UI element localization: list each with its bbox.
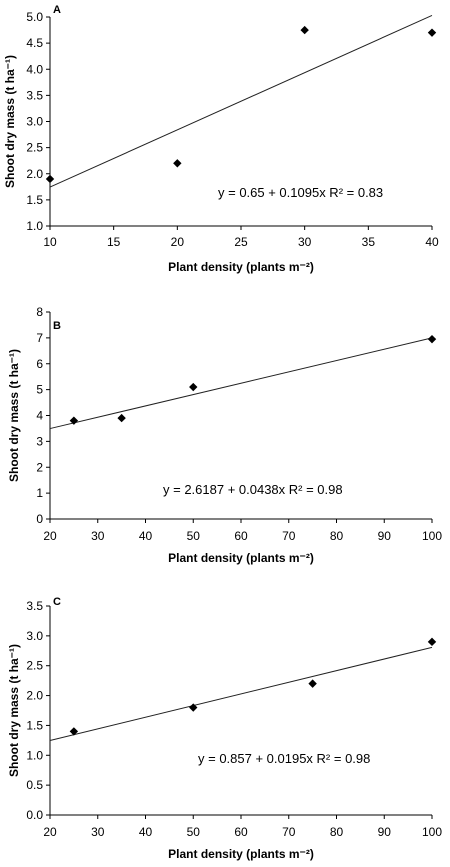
x-tick-label: 30 xyxy=(298,235,312,249)
panel-label: C xyxy=(53,596,61,608)
y-tick-label: 5 xyxy=(36,383,43,397)
x-tick-label: 35 xyxy=(362,235,376,249)
panel-label: B xyxy=(53,320,61,332)
x-tick-label: 70 xyxy=(282,825,296,839)
x-axis-title: Plant density (plants m⁻²) xyxy=(168,551,314,565)
x-tick-label: 30 xyxy=(91,825,105,839)
chart-panel-c: 0.0 0.5 1.0 1.5 2.0 2.5 3.0 3.5 20 30 40 50 60 70 80 90… xyxy=(7,596,442,861)
y-tick-label: 3.0 xyxy=(26,629,43,643)
data-point xyxy=(69,416,79,425)
regression-equation: y = 2.6187 + 0.0438x R² = 0.98 xyxy=(163,482,343,497)
y-tick-label: 4.0 xyxy=(26,62,43,76)
x-tick-label: 20 xyxy=(43,825,57,839)
x-axis-title: Plant density (plants m⁻²) xyxy=(168,847,314,861)
data-point xyxy=(189,382,198,392)
y-axis-title: Shoot dry mass (t ha⁻¹) xyxy=(7,644,21,777)
y-tick-label: 3 xyxy=(36,434,43,448)
y-tick-label: 7 xyxy=(36,331,43,345)
x-tick-label: 20 xyxy=(43,529,57,543)
x-axis-title: Plant density (plants m⁻²) xyxy=(168,260,314,274)
data-point xyxy=(427,637,437,647)
x-tick-label: 90 xyxy=(378,825,392,839)
y-tick-label: 2.5 xyxy=(26,659,43,673)
data-point xyxy=(189,703,198,712)
x-tick-label: 50 xyxy=(187,529,201,543)
y-tick-label: 3.5 xyxy=(26,88,43,102)
x-tick-label: 15 xyxy=(107,235,121,249)
x-tick-label: 40 xyxy=(425,235,439,249)
data-point xyxy=(45,174,55,184)
y-axis-title: Shoot dry mass (t ha⁻¹) xyxy=(3,55,17,188)
y-tick-label: 2.5 xyxy=(26,141,43,155)
x-tick-label: 50 xyxy=(187,825,201,839)
y-tick-label: 1.5 xyxy=(26,718,43,732)
y-tick-label: 3.5 xyxy=(26,599,43,613)
y-tick-label: 6 xyxy=(36,357,43,371)
y-tick-label: 5.0 xyxy=(26,10,43,24)
x-tick-label: 60 xyxy=(234,825,248,839)
x-tick-label: 80 xyxy=(330,529,344,543)
data-point xyxy=(300,25,309,35)
y-tick-label: 3.0 xyxy=(26,115,43,129)
x-tick-label: 20 xyxy=(171,235,185,249)
x-tick-label: 100 xyxy=(422,529,442,543)
x-tick-label: 90 xyxy=(378,529,392,543)
data-point xyxy=(69,727,79,736)
regression-equation: y = 0.65 + 0.1095x R² = 0.83 xyxy=(218,185,383,200)
data-point xyxy=(427,334,437,344)
y-tick-label: 1.0 xyxy=(26,748,43,762)
regression-equation: y = 0.857 + 0.0195x R² = 0.98 xyxy=(198,751,370,766)
regression-line xyxy=(49,337,433,430)
y-axis-title: Shoot dry mass (t ha⁻¹) xyxy=(7,349,21,482)
chart-panel-a: 1.0 1.5 2.0 2.5 3.0 3.5 4.0 4.5 5.0 10 15 20 25 30 35 4… xyxy=(3,4,439,274)
y-tick-label: 1 xyxy=(36,486,43,500)
y-tick-label: 0 xyxy=(36,512,43,526)
y-tick-label: 4 xyxy=(36,409,43,423)
x-tick-label: 10 xyxy=(43,235,57,249)
y-tick-label: 8 xyxy=(36,305,43,319)
y-tick-label: 2.0 xyxy=(26,689,43,703)
x-tick-label: 40 xyxy=(139,529,153,543)
x-tick-label: 40 xyxy=(139,825,153,839)
y-tick-label: 2 xyxy=(36,460,43,474)
x-tick-label: 80 xyxy=(330,825,344,839)
x-tick-label: 70 xyxy=(282,529,296,543)
y-tick-label: 1.5 xyxy=(26,193,43,207)
regression-line xyxy=(49,14,433,188)
regression-line xyxy=(49,646,433,742)
data-point xyxy=(308,679,317,688)
x-tick-label: 25 xyxy=(234,235,248,249)
data-point xyxy=(173,159,182,168)
x-tick-label: 60 xyxy=(234,529,248,543)
y-tick-label: 4.5 xyxy=(26,36,43,50)
x-tick-label: 30 xyxy=(91,529,105,543)
data-point xyxy=(117,413,126,423)
y-tick-label: 1.0 xyxy=(26,219,43,233)
chart-panel-b: 0 1 2 3 4 5 6 7 8 20 30 40 50 60 70 80 90 100 Plant densit… xyxy=(7,305,442,565)
panel-label: A xyxy=(53,4,61,16)
data-point xyxy=(427,28,437,37)
x-tick-label: 100 xyxy=(422,825,442,839)
y-tick-label: 0.5 xyxy=(26,778,43,792)
y-tick-label: 0.0 xyxy=(26,808,43,822)
y-tick-label: 2.0 xyxy=(26,167,43,181)
